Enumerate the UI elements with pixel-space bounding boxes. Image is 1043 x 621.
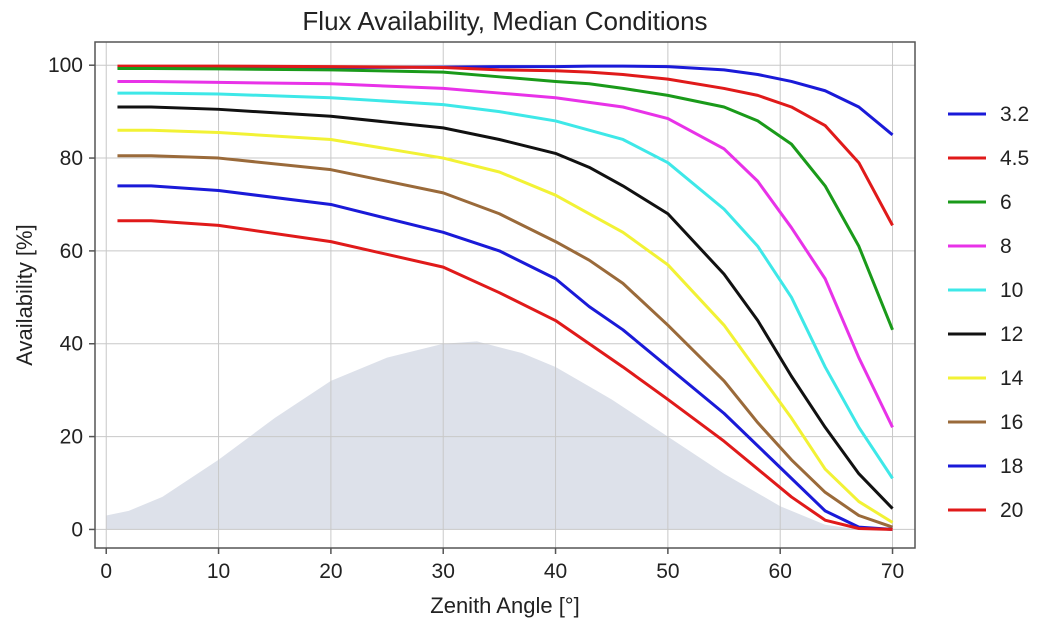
- series-line-6: [117, 66, 894, 331]
- x-tick-label: 0: [100, 560, 112, 583]
- background-distribution-area: [106, 341, 859, 530]
- y-tick-label: 60: [60, 240, 83, 263]
- series-line-20: [117, 219, 893, 531]
- legend: 3.2 4.5 6 8 10 12 14 16 18 20: [948, 103, 1029, 522]
- legend-label: 20: [1000, 499, 1023, 522]
- legend-label: 10: [1000, 279, 1023, 302]
- series-line-18: [117, 184, 893, 531]
- y-tick-label: 0: [71, 518, 83, 541]
- y-axis-label: Availability [%]: [12, 224, 37, 365]
- legend-label: 18: [1000, 455, 1023, 478]
- legend-label: 16: [1000, 411, 1023, 434]
- legend-label: 12: [1000, 323, 1023, 346]
- x-tick-label: 40: [544, 560, 567, 583]
- series-line-4-5: [117, 64, 894, 227]
- series-line-8: [117, 79, 894, 428]
- x-tick-label: 20: [319, 560, 342, 583]
- y-tick-label: 20: [60, 426, 83, 449]
- plot-area: 0 10 20 30 40 50 60 70 0 20 40 60 80 100: [48, 41, 916, 583]
- legend-label: 14: [1000, 367, 1024, 390]
- chart-title: Flux Availability, Median Conditions: [302, 6, 707, 36]
- series-line-12: [117, 105, 894, 510]
- y-tick-label: 100: [48, 54, 83, 77]
- legend-label: 3.2: [1000, 103, 1029, 126]
- x-axis-label: Zenith Angle [°]: [430, 593, 579, 618]
- y-tick-label: 40: [60, 333, 83, 356]
- legend-label: 8: [1000, 235, 1012, 258]
- x-tick-label: 50: [656, 560, 679, 583]
- x-tick-label: 30: [432, 560, 455, 583]
- x-tick-label: 10: [207, 560, 230, 583]
- series-line-16: [117, 154, 894, 529]
- legend-label: 6: [1000, 191, 1012, 214]
- y-tick-label: 80: [60, 147, 83, 170]
- series-line-10: [117, 91, 894, 480]
- x-tick-label: 60: [769, 560, 792, 583]
- series-line-14: [117, 128, 894, 524]
- plot-frame: [94, 41, 916, 549]
- x-tick-label: 70: [881, 560, 904, 583]
- legend-label: 4.5: [1000, 147, 1029, 170]
